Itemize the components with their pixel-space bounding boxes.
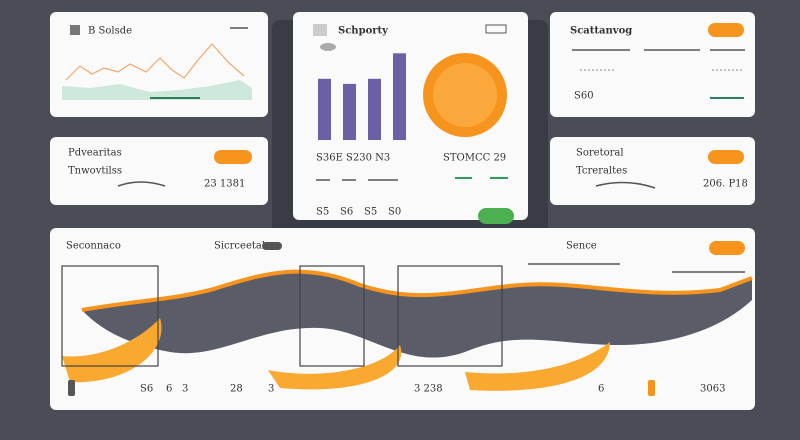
card-top-right: Scattanvog S60 (550, 12, 755, 117)
card-value: S60 (574, 91, 594, 102)
card-title: Seconnaco (66, 241, 121, 252)
footer-label: S6 (340, 207, 353, 218)
axis-label: S6 (140, 384, 153, 395)
sparkline (65, 43, 245, 81)
stat: STOMCC 29 (443, 153, 506, 164)
pill-button[interactable] (214, 150, 252, 164)
icon (320, 43, 336, 51)
card-top-left: B Solsde (50, 12, 268, 117)
card-subtitle: Tnwovtilss (68, 166, 122, 177)
gauge-inner (433, 63, 497, 127)
card-value: 206. P18 (703, 179, 748, 190)
bar (318, 78, 331, 140)
card-value: 23 1381 (204, 179, 245, 190)
card-bottom: Seconnaco Sicrceetal Sence S6 6 3 28 3 3… (50, 228, 755, 410)
frame (397, 265, 503, 367)
pill-button[interactable] (709, 241, 745, 255)
bar (343, 83, 356, 140)
card-title: Soretoral (576, 148, 624, 159)
card (50, 137, 268, 205)
status-button[interactable] (478, 208, 514, 224)
card-mid-left: Pdvearitas Tnwovtilss 23 1381 (50, 137, 268, 205)
pill-button[interactable] (708, 23, 744, 37)
axis-label: 3 (182, 384, 188, 395)
card-title: Schporty (338, 26, 389, 37)
sparkline-area (62, 80, 252, 100)
axis-label: 3063 (700, 384, 725, 395)
footer-label: S5 (316, 207, 329, 218)
frame (299, 265, 365, 367)
wave-blob (268, 345, 402, 390)
card (550, 12, 755, 117)
pill-button[interactable] (708, 150, 744, 164)
axis-label: 3 238 (414, 384, 443, 395)
axis-label: 6 (166, 384, 172, 395)
card-title: Scattanvog (570, 26, 632, 37)
sparkline (117, 181, 166, 187)
footer-label: S5 (364, 207, 377, 218)
wave-area (82, 271, 752, 358)
axis-label: 6 (598, 384, 604, 395)
stat: S36E S230 N3 (316, 153, 390, 164)
card-center: Schporty S36E S230 N3 STOMCC 29 S5 S6 S5… (293, 12, 528, 224)
axis-label: 3 (268, 384, 274, 395)
card-title: Sence (566, 241, 597, 252)
card-title: Pdvearitas (68, 148, 122, 159)
sparkline (595, 181, 656, 189)
card (550, 137, 755, 205)
card-title: B Solsde (88, 26, 132, 37)
wave-line (81, 269, 753, 312)
icon (70, 25, 80, 35)
icon (68, 380, 75, 396)
icon (485, 24, 507, 34)
wave-blob (465, 342, 610, 391)
axis-label: 28 (230, 384, 243, 395)
icon (262, 242, 282, 250)
frame (61, 265, 159, 367)
card-subtitle: Tcreraltes (576, 166, 627, 177)
icon (313, 24, 327, 36)
bar (393, 53, 406, 140)
icon (648, 380, 655, 396)
card-title: Sicrceetal (214, 241, 265, 252)
bar (368, 78, 381, 140)
card-mid-right: Soretoral Tcreraltes 206. P18 (550, 137, 755, 205)
footer-label: S0 (388, 207, 401, 218)
bar-group (318, 53, 406, 140)
